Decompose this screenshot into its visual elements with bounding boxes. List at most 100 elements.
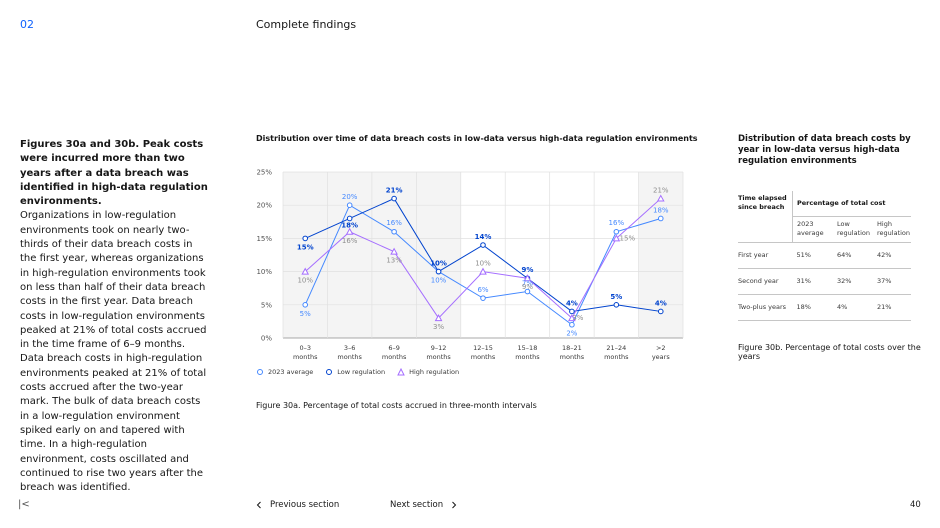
data-label: 10% <box>431 277 447 285</box>
data-label: 4% <box>566 299 578 307</box>
table-cell: 32% <box>837 277 852 285</box>
data-point <box>657 215 664 222</box>
data-point <box>523 274 532 282</box>
previous-section-label: Previous section <box>270 500 340 510</box>
legend-item-low: Low regulation <box>325 368 385 376</box>
table-col-header: Low regulation <box>837 220 871 237</box>
section-title: Complete findings <box>256 18 357 31</box>
table-caption: Figure 30b. Percentage of total costs ov… <box>738 343 921 361</box>
data-point <box>302 235 309 242</box>
data-point <box>612 234 621 242</box>
previous-section-button[interactable]: Previous section <box>256 500 339 510</box>
data-label: 21% <box>386 187 403 195</box>
table-col-header: 2023 average <box>797 220 824 237</box>
y-tick-label: 20% <box>256 202 272 210</box>
data-point <box>345 227 354 235</box>
data-label: 10% <box>297 277 313 285</box>
x-tick-label: 15–18 months <box>515 344 540 361</box>
chevron-left-icon <box>256 501 261 509</box>
data-point <box>479 267 487 275</box>
y-tick-label: 5% <box>261 301 272 309</box>
data-label: 9% <box>521 266 533 274</box>
body-text: Figures 30a and 30b. Peak costs were inc… <box>20 138 210 495</box>
data-point <box>657 308 664 315</box>
data-label: 9% <box>522 283 533 291</box>
data-point <box>569 308 575 315</box>
next-section-label: Next section <box>390 500 444 510</box>
data-point <box>480 242 486 248</box>
data-label: 10% <box>430 260 447 268</box>
data-point <box>524 288 531 295</box>
data-label: 16% <box>609 219 625 227</box>
chart-legend: 2023 average Low regulation High regulat… <box>256 368 471 376</box>
x-tick-label: 18–21 months <box>560 344 585 361</box>
table-row: Two-plus years 18% 4% 21% <box>738 294 911 320</box>
cost-table: Time elapsed since breach Percentage of … <box>738 191 911 321</box>
data-point <box>391 195 397 202</box>
data-point <box>391 228 397 235</box>
y-tick-label: 0% <box>261 335 272 343</box>
table-row: First year 51% 64% 42% <box>738 242 911 268</box>
legend-item-high: High regulation <box>397 368 459 376</box>
data-label: 6% <box>477 286 488 294</box>
x-tick-label: 9–12 months <box>426 344 451 361</box>
data-point <box>346 202 353 209</box>
data-label: 15% <box>297 243 314 251</box>
data-label: 7% <box>522 280 533 288</box>
x-tick-label: 21–24 months <box>604 344 629 361</box>
next-section-button[interactable]: Next section <box>390 500 457 510</box>
data-label: 5% <box>610 293 622 301</box>
line-chart: 0% 5% 10% 15% 20% 25% 0–3 months 3–6 months 6–9 mon… <box>256 169 684 361</box>
data-label: 5% <box>300 310 311 318</box>
body-lead: Figures 30a and 30b. Peak costs were inc… <box>20 139 208 208</box>
table-row-label: Second year <box>738 277 779 285</box>
table-header-group: Percentage of total cost <box>792 191 911 217</box>
body-paragraph: Organizations in low-regulation environm… <box>20 210 207 494</box>
x-tick-label: 6–9 months <box>382 344 407 361</box>
x-tick-label: >2 years <box>652 344 671 361</box>
table-cell: 42% <box>877 251 892 259</box>
x-tick-label: 0–3 months <box>293 344 318 361</box>
y-tick-label: 10% <box>256 268 272 276</box>
table-cell: 4% <box>837 303 848 311</box>
data-label: 20% <box>342 193 358 201</box>
chart-title: Distribution over time of data breach co… <box>256 134 698 143</box>
chevron-right-icon <box>452 501 457 509</box>
legend-item-average: 2023 average <box>256 368 313 376</box>
table-header-left: Time elapsed since breach <box>738 191 793 242</box>
triangle-marker-icon <box>397 368 405 376</box>
table-cell: 64% <box>837 251 852 259</box>
data-point <box>346 215 353 222</box>
table-subheader-row: 2023 average Low regulation High regulat… <box>738 216 911 242</box>
data-point <box>301 267 310 275</box>
data-point <box>569 321 575 328</box>
table-col-header: High regulation <box>877 220 911 237</box>
data-label: 10% <box>475 260 491 268</box>
chart-caption: Figure 30a. Percentage of total costs ac… <box>256 401 537 410</box>
data-point <box>656 194 665 202</box>
data-point <box>568 314 576 322</box>
data-point <box>613 302 620 308</box>
page-number: 40 <box>910 500 921 510</box>
table-row-label: Two-plus years <box>738 303 787 311</box>
data-point <box>434 314 443 322</box>
y-tick-label: 15% <box>256 235 272 243</box>
section-number: 02 <box>20 18 34 31</box>
table-cell: 21% <box>877 303 892 311</box>
x-tick-label: 12–15 months <box>471 344 496 361</box>
table-row-label: First year <box>738 251 769 259</box>
data-label: 16% <box>386 219 402 227</box>
data-point <box>435 268 442 275</box>
table-cell: 37% <box>877 277 892 285</box>
data-label: 3% <box>572 314 583 322</box>
table-cell: 18% <box>796 303 811 311</box>
data-label: 3% <box>433 323 444 331</box>
legend-label: 2023 average <box>268 368 314 376</box>
data-point <box>390 247 398 255</box>
data-label: 14% <box>475 233 492 241</box>
data-label: 16% <box>342 237 358 245</box>
data-label: 18% <box>341 221 358 229</box>
data-label: 2% <box>566 330 577 338</box>
first-page-button[interactable]: |< <box>18 499 30 510</box>
data-point <box>302 302 309 308</box>
